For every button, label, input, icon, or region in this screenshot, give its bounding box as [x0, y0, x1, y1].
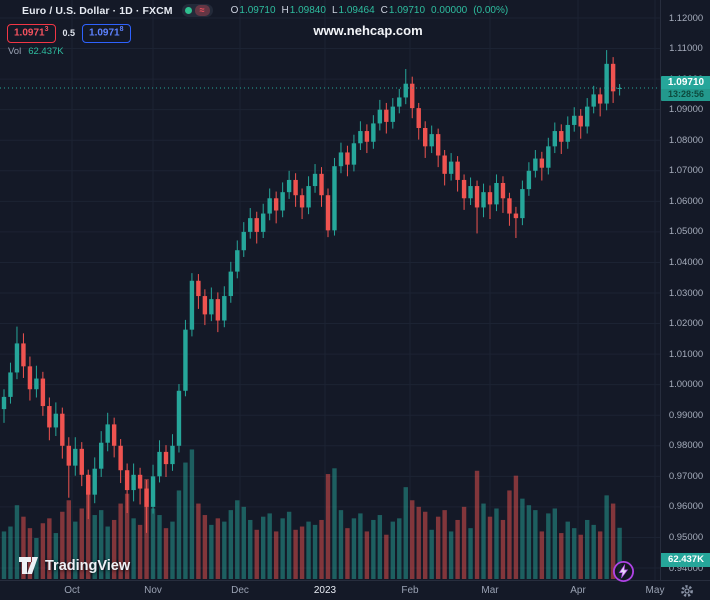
time-tick-label: Apr: [570, 585, 586, 596]
ohlc-readout: O 1.09710 H 1.09840 L 1.09464 C 1.09710 0.00…: [225, 5, 509, 16]
lightning-bolt-icon: [612, 560, 635, 583]
price-tick-label: 1.12000: [668, 12, 704, 24]
price-tick-label: 1.09000: [668, 104, 704, 116]
price-axis[interactable]: 1.09710 13:28:56 62.437K 1.12000 1.11000 1…: [660, 0, 710, 580]
bid-ask-panel: 1.09713 0.5 1.09718: [7, 24, 131, 43]
symbol-title[interactable]: Euro / U.S. Dollar · 1D · FXCM: [22, 4, 173, 17]
volume-value: 62.437K: [28, 46, 64, 57]
spread-value: 0.5: [62, 28, 76, 39]
price-tick-label: 0.94000: [668, 562, 704, 574]
price-tick-label: 1.07000: [668, 165, 704, 177]
price-tick-label: 0.95000: [668, 531, 704, 543]
open-value: 1.09710: [239, 5, 276, 16]
last-price-value: 1.09710: [667, 76, 705, 88]
close-label: C: [380, 5, 388, 16]
price-tick-label: 1.05000: [668, 226, 704, 238]
low-value: 1.09464: [338, 5, 375, 16]
volume-label[interactable]: Vol: [8, 46, 22, 57]
time-tick-label: Feb: [401, 585, 419, 596]
data-feed-wave-icon: ≈: [194, 5, 210, 16]
time-tick-label: May: [645, 585, 665, 596]
tradingview-logo[interactable]: TradingView: [18, 556, 130, 575]
price-tick-label: 0.98000: [668, 440, 704, 452]
price-tick-label: 1.08000: [668, 134, 704, 146]
buy-button[interactable]: 1.09718: [82, 24, 131, 43]
time-axis[interactable]: Oct Nov Dec 2023 Feb Mar Apr May: [0, 580, 710, 600]
price-tick-label: 1.06000: [668, 195, 704, 207]
sell-button[interactable]: 1.09713: [7, 24, 56, 43]
price-tick-label: 1.02000: [668, 318, 704, 330]
open-label: O: [230, 5, 239, 16]
time-tick-label: Dec: [231, 585, 249, 596]
high-value: 1.09840: [289, 5, 326, 16]
market-open-dot-icon: [184, 7, 192, 14]
settings-gear-icon[interactable]: [680, 584, 694, 600]
change-pct-value: (0.00%): [473, 5, 509, 16]
price-tick-label: 1.11000: [669, 43, 703, 55]
instant-trading-button[interactable]: [612, 560, 635, 588]
time-tick-label: Mar: [481, 585, 499, 596]
volume-indicator-legend: Vol 62.437K: [8, 46, 64, 57]
time-tick-label: Nov: [144, 585, 162, 596]
last-price-badge: 1.09710 13:28:56: [661, 75, 710, 101]
tradingview-logo-icon: [19, 557, 38, 574]
tradingview-logo-text: TradingView: [45, 557, 131, 574]
time-tick-label: Oct: [64, 585, 80, 596]
watermark-text: www.nehcap.com: [313, 23, 423, 38]
price-tick-label: 1.01000: [668, 348, 704, 360]
market-status-pill[interactable]: ≈: [181, 4, 213, 17]
time-tick-label: 2023: [313, 585, 337, 596]
close-value: 1.09710: [388, 5, 426, 16]
price-tick-label: 1.04000: [668, 256, 704, 268]
high-label: H: [281, 5, 289, 16]
low-label: L: [331, 5, 338, 16]
price-tick-label: 1.00000: [668, 379, 704, 391]
change-value: 0.00000: [431, 5, 468, 16]
chart-legend: Euro / U.S. Dollar · 1D · FXCM ≈ O 1.0971…: [22, 4, 508, 17]
bar-countdown: 13:28:56: [661, 88, 710, 101]
volume-axis-badge: 62.437K: [661, 553, 710, 567]
price-tick-label: 0.99000: [668, 409, 704, 421]
price-tick-label: 1.03000: [668, 287, 704, 299]
price-tick-label: 0.96000: [668, 501, 704, 513]
price-tick-label: 0.97000: [668, 470, 704, 482]
